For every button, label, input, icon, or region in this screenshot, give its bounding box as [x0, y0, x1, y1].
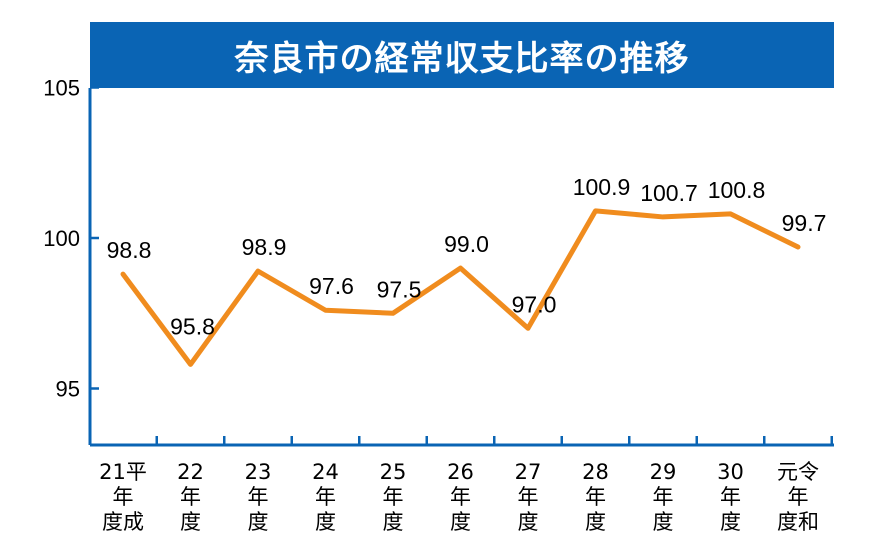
data-point [459, 266, 462, 270]
y-tick-label: 100 [43, 226, 80, 251]
data-point [189, 362, 192, 366]
x-tick-label: 21平年度成 [99, 460, 147, 534]
axes [88, 88, 834, 447]
data-point [324, 308, 327, 312]
x-tick-label: 28 年度 [582, 460, 609, 534]
data-label: 99.7 [782, 210, 827, 236]
y-axis-ticks: 95 100 105 [43, 76, 99, 402]
data-point [594, 209, 597, 213]
x-axis-labels: 21平年度成 22 年度 23 年度 24 年度 25 年度 26 年度 27 年度 28 年度 29 年度 30… [99, 460, 819, 534]
data-label: 98.8 [107, 237, 152, 263]
data-label: 97.5 [377, 276, 422, 302]
data-labels: 98.8 95.8 98.9 97.6 97.5 99.0 97.0 100.9 100.7 10… [107, 174, 827, 340]
data-point [796, 245, 800, 249]
y-tick-label: 95 [56, 377, 80, 402]
x-tick-label: 27 年度 [515, 460, 542, 534]
data-label: 97.0 [512, 291, 557, 317]
x-tick-label: 26 年度 [447, 460, 474, 534]
x-tick-label: 25 年度 [380, 460, 407, 534]
data-label: 98.9 [242, 234, 287, 260]
data-point [256, 269, 260, 273]
x-tick-label: 24 年度 [312, 460, 339, 534]
data-point [526, 326, 530, 330]
y-tick-label: 105 [43, 76, 80, 101]
x-tick-label: 元令年度和 [777, 460, 819, 534]
series-line [120, 208, 801, 367]
data-point [121, 272, 125, 276]
data-label: 97.6 [309, 273, 354, 299]
data-label: 100.9 [573, 174, 631, 200]
data-label: 95.8 [170, 313, 215, 339]
data-point [391, 311, 395, 315]
x-tick-label: 23 年度 [245, 460, 272, 534]
x-tick-label: 29 年度 [650, 460, 677, 534]
chart-title: 奈良市の経常収支比率の推移 [234, 38, 690, 79]
data-label: 100.8 [708, 177, 766, 203]
data-point [729, 212, 732, 216]
data-label: 99.0 [444, 231, 489, 257]
data-point [661, 215, 665, 219]
x-tick-label: 22 年度 [177, 460, 204, 534]
chart-title-bar: 奈良市の経常収支比率の推移 [90, 22, 834, 88]
x-tick-label: 30 年度 [717, 460, 744, 534]
data-label: 100.7 [640, 180, 698, 206]
